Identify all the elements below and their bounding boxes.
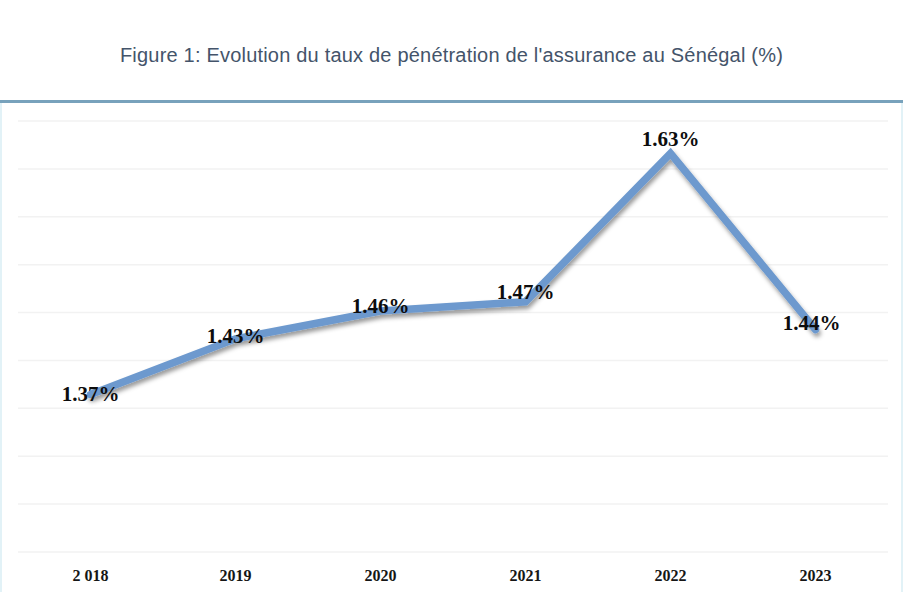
data-label-2021: 1.47% [497,279,555,304]
line-chart-canvas [0,103,903,592]
series-line [91,153,816,394]
data-label-2023: 1.44% [783,310,841,335]
data-label-2019: 1.43% [207,323,265,348]
data-label-2020: 1.46% [352,294,410,319]
data-label-2018: 1.37% [62,382,120,407]
x-axis-label-2021: 2021 [510,567,542,585]
x-axis-label-2018: 2 018 [73,567,109,585]
x-axis-label-2022: 2022 [655,567,687,585]
document-page: Figure 1: Evolution du taux de pénétrati… [0,0,903,592]
x-axis-label-2019: 2019 [220,567,252,585]
x-axis-label-2023: 2023 [800,567,832,585]
chart-image-left-edge [0,103,2,592]
x-axis-label-2020: 2020 [365,567,397,585]
data-label-2022: 1.63% [642,127,700,152]
figure-title: Figure 1: Evolution du taux de pénétrati… [0,44,903,67]
penetration-rate-line-chart: 1.37% 2 018 1.43% 2019 1.46% 2020 1.47% 2021 1.6… [0,103,903,592]
